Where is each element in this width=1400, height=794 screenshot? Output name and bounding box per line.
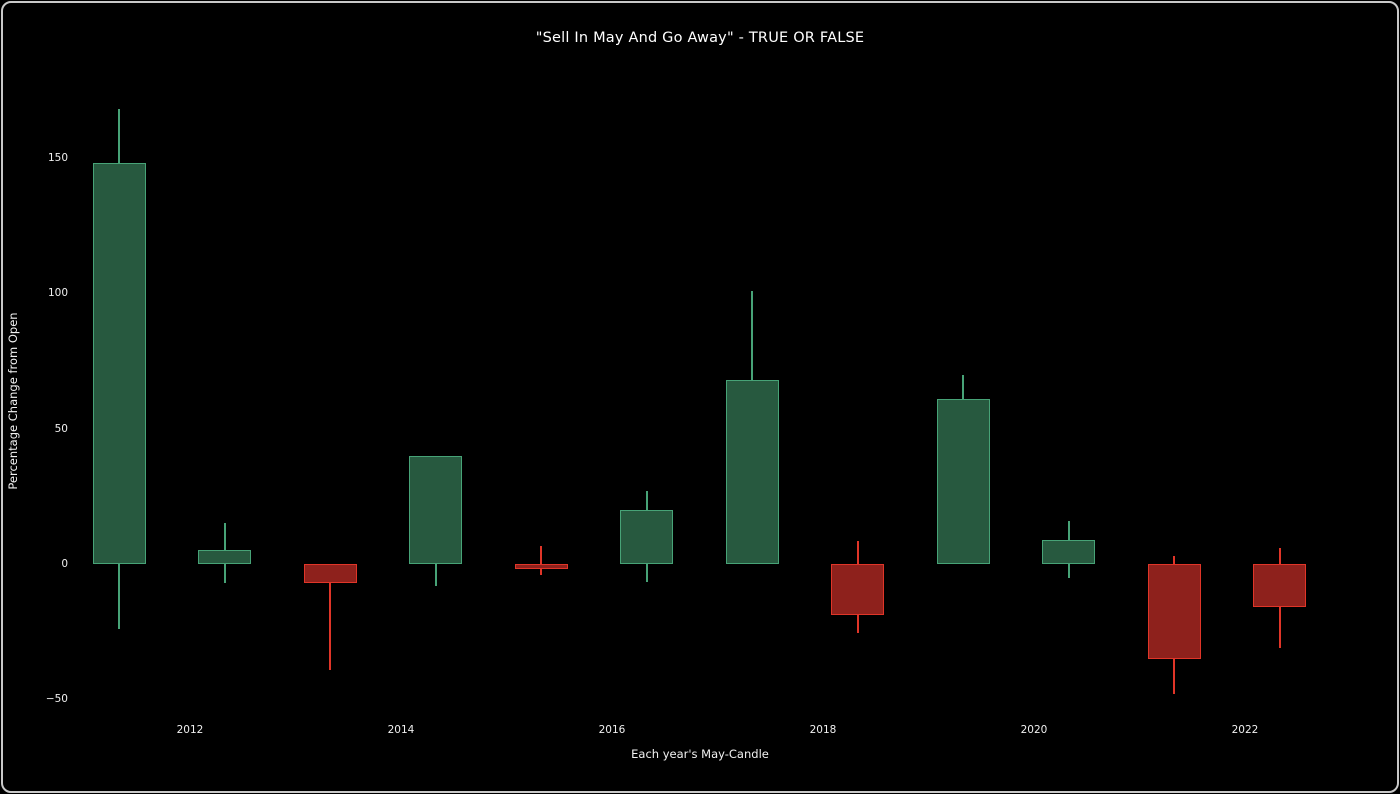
candle-body-2022	[1253, 564, 1306, 608]
candle-body-2012	[198, 550, 251, 564]
x-tick-label-2016: 2016	[598, 724, 626, 736]
y-tick-label--50: −50	[45, 693, 68, 706]
x-axis-label: Each year's May-Candle	[631, 747, 769, 761]
candle-body-2014	[409, 455, 462, 564]
candle-wick-2013	[329, 564, 331, 670]
x-tick-label-2020: 2020	[1020, 724, 1048, 736]
x-tick-label-2014: 2014	[387, 724, 415, 736]
y-tick-label-150: 150	[47, 151, 68, 164]
y-tick-label-100: 100	[47, 287, 68, 300]
candle-body-2018	[831, 564, 884, 616]
candle-body-2017	[725, 379, 779, 564]
candle-body-2011	[92, 163, 146, 564]
chart-title: "Sell In May And Go Away" - TRUE OR FALS…	[535, 30, 865, 46]
candle-wick-2015	[540, 546, 542, 575]
y-tick-label-50: 50	[54, 422, 68, 435]
x-tick-label-2018: 2018	[809, 724, 837, 736]
x-tick-label-2012: 2012	[176, 724, 204, 736]
candle-body-2016	[620, 509, 673, 564]
candle-body-2021	[1147, 564, 1201, 659]
candle-body-2019	[936, 398, 990, 564]
candle-body-2020	[1042, 539, 1095, 564]
candle-body-2015	[514, 564, 568, 570]
x-tick-label-2022: 2022	[1231, 724, 1259, 736]
candle-body-2013	[303, 564, 357, 583]
y-tick-label-0: 0	[61, 558, 68, 570]
